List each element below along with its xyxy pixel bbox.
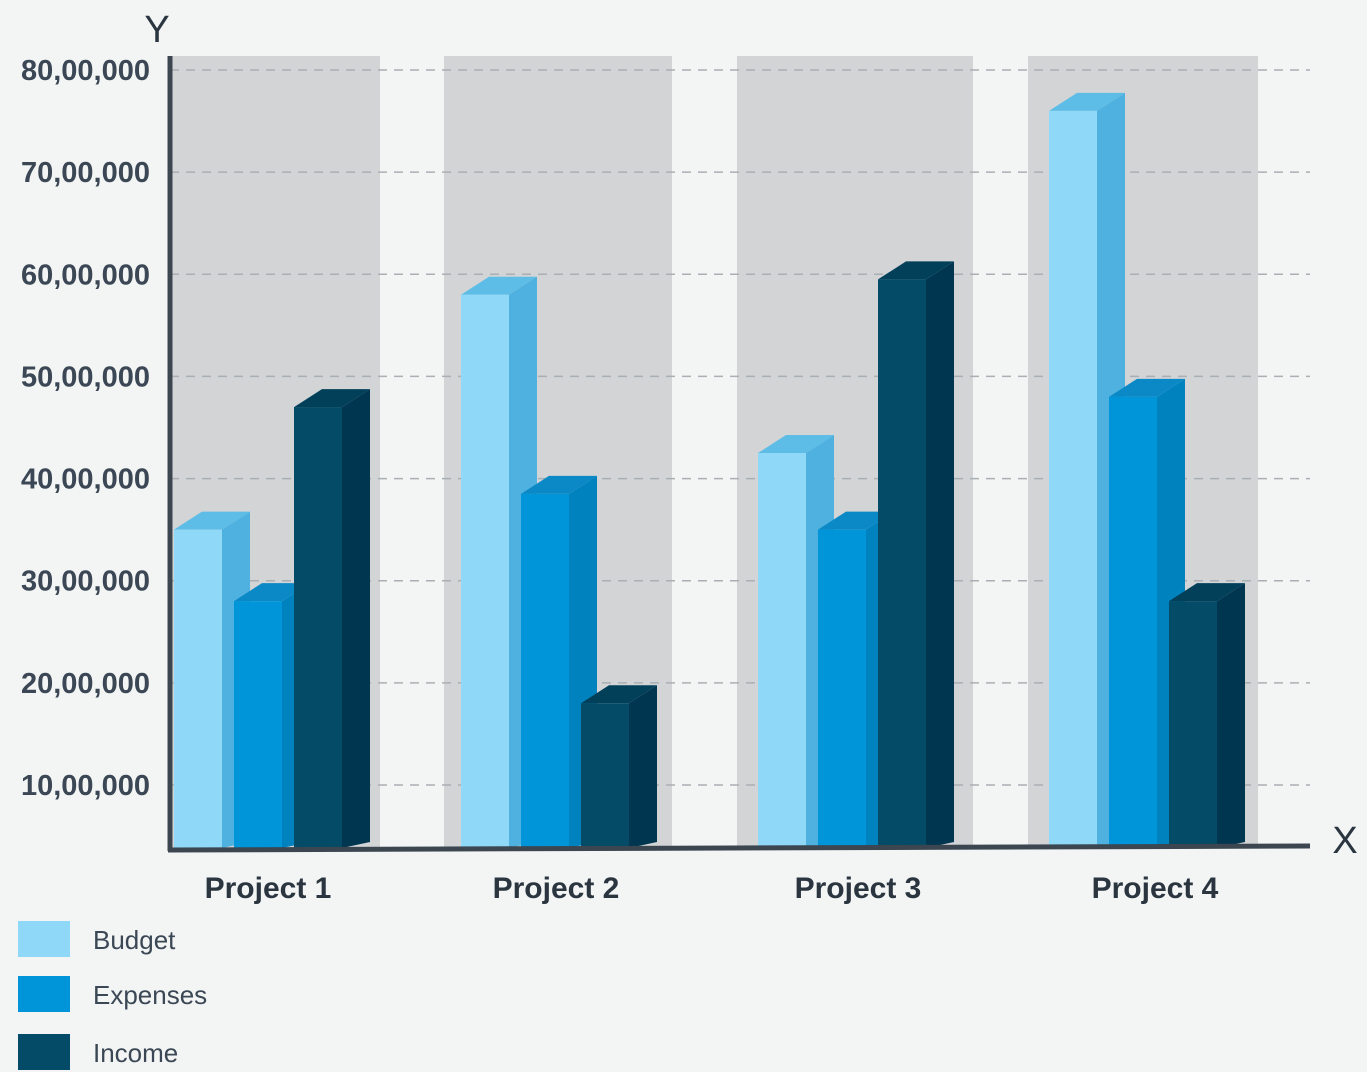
legend-item-income: Income [18, 1034, 178, 1070]
bar-budget-project-4 [1049, 92, 1125, 849]
bar-front [581, 703, 629, 848]
bar-top [294, 389, 370, 408]
legend-label: Expenses [93, 980, 207, 1010]
bar-top [818, 511, 894, 530]
category-label-project-2: Project 2 [493, 872, 620, 905]
bar-front [1169, 601, 1217, 848]
legend-swatch [18, 921, 70, 957]
x-category-labels: Project 1 Project 2 Project 3 Project 4 [205, 872, 1219, 905]
bar-front [1109, 396, 1157, 848]
bar-income-project-3 [878, 261, 954, 849]
bar-side [926, 261, 954, 849]
legend-swatch [18, 1034, 70, 1070]
bar-front [174, 529, 222, 848]
bar-top [581, 685, 657, 704]
bar-front [234, 601, 282, 848]
legend-label: Income [93, 1038, 178, 1068]
x-axis-line [167, 843, 1311, 853]
category-label-project-1: Project 1 [205, 872, 332, 905]
category-label-project-3: Project 3 [795, 872, 922, 905]
bar-income-project-1 [294, 389, 370, 848]
legend-item-budget: Budget [18, 921, 176, 957]
bar-top [1049, 92, 1125, 111]
category-label-project-4: Project 4 [1092, 872, 1219, 905]
y-axis-label: Y [144, 9, 169, 51]
bars [174, 92, 1245, 849]
y-tick-40-00-000: 40,00,000 [21, 464, 150, 496]
legend-label: Budget [93, 925, 176, 955]
legend-swatch [18, 976, 70, 1012]
legend-item-expenses: Expenses [18, 976, 207, 1012]
bar-side [1217, 583, 1245, 848]
bar-top [878, 261, 954, 280]
bar-top [174, 511, 250, 530]
y-tick-labels: 10,00,000 20,00,000 30,00,000 40,00,000 50,0… [21, 55, 150, 802]
bar-front [758, 453, 806, 848]
bar-income-project-2 [581, 685, 657, 848]
y-tick-80-00-000: 80,00,000 [21, 55, 150, 87]
bar-front [878, 279, 926, 849]
bar-side [342, 389, 370, 848]
bar-front [461, 294, 509, 848]
y-tick-60-00-000: 60,00,000 [21, 259, 150, 291]
bar-front [294, 407, 342, 848]
y-tick-70-00-000: 70,00,000 [21, 157, 150, 189]
y-tick-50-00-000: 50,00,000 [21, 361, 150, 393]
y-tick-30-00-000: 30,00,000 [21, 566, 150, 598]
bar-front [521, 493, 569, 848]
bar-top [1109, 378, 1185, 397]
bar-income-project-4 [1169, 583, 1245, 848]
bar-front [818, 529, 866, 848]
axes [167, 56, 1311, 853]
bar-top [461, 276, 537, 295]
legend: Budget Expenses Income [18, 921, 207, 1070]
bar-top [234, 583, 310, 602]
x-axis-label: X [1332, 820, 1357, 862]
bar-top [758, 435, 834, 454]
bar-top [1169, 583, 1245, 602]
bar-top [521, 475, 597, 494]
bar-side [629, 685, 657, 848]
bar-front [1049, 110, 1097, 849]
y-tick-10-00-000: 10,00,000 [21, 770, 150, 802]
y-tick-20-00-000: 20,00,000 [21, 668, 150, 700]
